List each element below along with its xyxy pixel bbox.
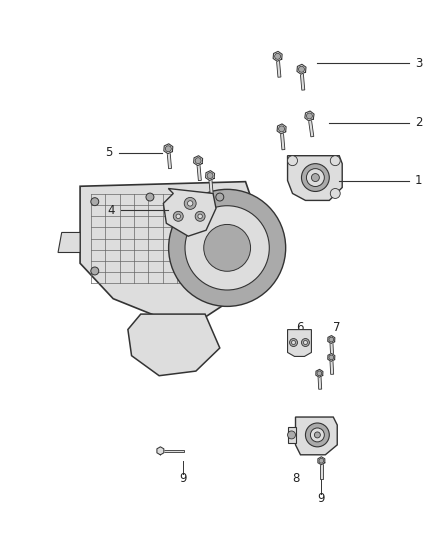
Circle shape [165,146,171,152]
Text: 5: 5 [105,146,113,159]
Polygon shape [305,111,314,121]
Circle shape [329,355,334,360]
Polygon shape [328,336,335,343]
Circle shape [301,338,309,346]
Polygon shape [205,171,215,181]
Circle shape [91,198,99,206]
Circle shape [279,126,285,132]
Polygon shape [167,149,172,168]
Circle shape [275,53,281,59]
Circle shape [169,189,286,306]
Text: 8: 8 [292,472,299,485]
Polygon shape [318,373,321,389]
Polygon shape [288,329,311,357]
Text: 1: 1 [415,174,422,187]
Text: 9: 9 [180,472,187,485]
Circle shape [311,174,319,182]
Polygon shape [308,116,314,137]
Text: 9: 9 [318,492,325,505]
Polygon shape [297,64,306,74]
Circle shape [184,197,196,209]
Polygon shape [273,51,282,61]
Circle shape [185,206,269,290]
Circle shape [288,156,297,166]
Polygon shape [194,156,203,166]
Circle shape [195,158,201,164]
Polygon shape [58,232,80,253]
Polygon shape [277,124,286,134]
Circle shape [198,214,202,219]
Circle shape [146,193,154,201]
Text: 3: 3 [415,57,422,70]
Circle shape [292,341,296,344]
Polygon shape [163,189,216,236]
Circle shape [330,189,340,198]
Circle shape [317,371,322,376]
Polygon shape [300,69,305,90]
Polygon shape [330,357,334,374]
Circle shape [216,193,224,201]
Polygon shape [320,461,323,479]
Polygon shape [208,175,213,196]
Circle shape [288,431,296,439]
Text: 2: 2 [415,116,422,130]
Polygon shape [318,457,325,465]
Polygon shape [197,160,201,181]
Text: 7: 7 [333,321,341,334]
Circle shape [307,113,312,119]
Circle shape [307,168,324,187]
Polygon shape [128,314,220,376]
Polygon shape [276,56,281,77]
Polygon shape [164,144,173,154]
Circle shape [330,156,340,166]
Polygon shape [162,449,184,452]
Circle shape [301,164,329,191]
Polygon shape [288,427,296,443]
Circle shape [204,224,251,271]
Circle shape [91,267,99,275]
Circle shape [290,338,297,346]
Circle shape [319,458,324,463]
Circle shape [305,423,329,447]
Circle shape [173,212,183,221]
Circle shape [304,341,307,344]
Polygon shape [296,417,337,455]
Circle shape [298,66,304,72]
Circle shape [187,201,193,206]
Polygon shape [157,447,164,455]
Polygon shape [80,182,260,317]
Polygon shape [316,369,323,377]
Circle shape [314,432,320,438]
Polygon shape [328,353,335,361]
Circle shape [195,212,205,221]
Text: 6: 6 [296,321,303,334]
Polygon shape [280,129,285,150]
Circle shape [176,214,180,219]
Circle shape [207,173,213,179]
Text: 4: 4 [107,204,115,217]
Polygon shape [330,340,334,357]
Circle shape [311,428,324,442]
Circle shape [329,337,334,342]
Polygon shape [288,156,342,200]
